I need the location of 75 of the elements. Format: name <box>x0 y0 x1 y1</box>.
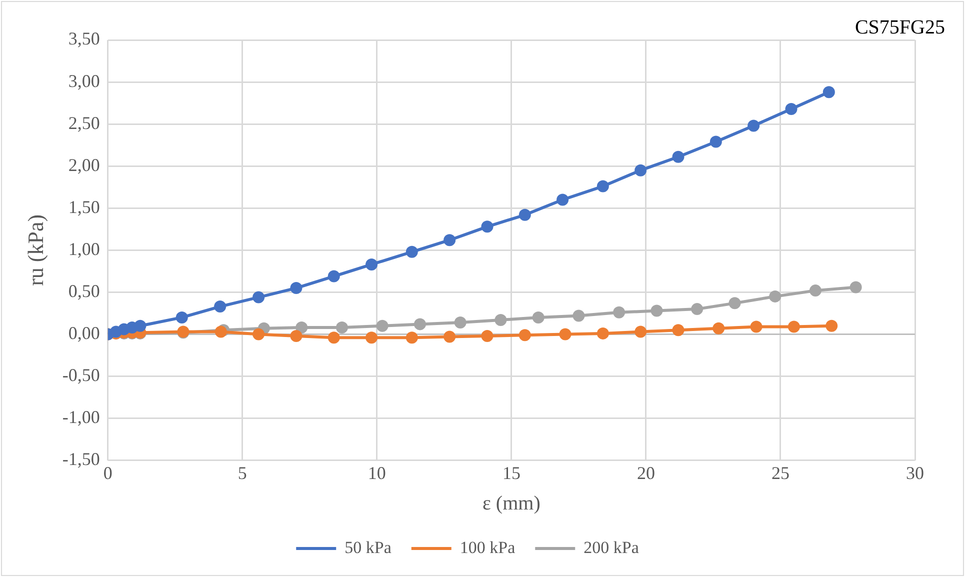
point <box>650 304 663 317</box>
point <box>785 102 798 115</box>
point <box>444 234 456 246</box>
point <box>328 332 340 344</box>
point <box>850 281 862 294</box>
point <box>328 270 340 282</box>
point <box>556 194 569 206</box>
point <box>406 246 418 258</box>
x-tick-label: 20 <box>636 462 655 483</box>
point <box>728 297 741 310</box>
legend-label: 100 kPa <box>460 538 516 557</box>
chart-title: CS75FG25 <box>854 16 945 38</box>
y-tick-label: 1,00 <box>68 238 100 259</box>
y-tick-label: 2,50 <box>68 112 100 133</box>
y-tick-label: 0,00 <box>68 323 100 344</box>
point <box>769 290 782 302</box>
point <box>809 284 822 297</box>
point <box>414 318 426 330</box>
x-tick-label: 15 <box>502 462 520 483</box>
point <box>252 291 265 304</box>
point <box>712 322 725 334</box>
point <box>494 314 507 326</box>
point <box>596 327 609 340</box>
point <box>559 328 572 340</box>
point <box>376 320 388 332</box>
point <box>822 86 835 98</box>
point <box>518 329 531 342</box>
point <box>596 180 609 192</box>
point <box>214 326 227 338</box>
point <box>788 320 800 333</box>
legend-label: 50 kPa <box>344 538 392 557</box>
point <box>691 303 704 316</box>
y-tick-label: 1,50 <box>68 196 100 217</box>
y-tick-label: -1,00 <box>62 407 100 428</box>
point <box>750 320 762 333</box>
point <box>176 311 188 324</box>
x-tick-label: 5 <box>238 462 247 483</box>
point <box>572 310 585 322</box>
point <box>336 322 348 334</box>
x-tick-label: 30 <box>906 462 924 483</box>
x-tick-label: 25 <box>771 462 790 483</box>
y-tick-label: 3,50 <box>68 28 100 49</box>
point <box>252 328 265 340</box>
point <box>406 332 418 344</box>
point <box>214 300 226 313</box>
point <box>454 316 466 329</box>
y-tick-label: 2,00 <box>68 154 100 175</box>
y-tick-label: 3,00 <box>68 70 100 91</box>
y-axis-title: ru (kPa) <box>22 214 48 286</box>
point <box>532 311 544 324</box>
x-tick-label: 10 <box>368 462 386 483</box>
point <box>366 332 378 344</box>
point <box>366 258 378 270</box>
point <box>634 326 647 338</box>
point <box>444 330 456 343</box>
point <box>634 164 647 176</box>
legend-label: 200 kPa <box>584 538 640 557</box>
point <box>481 330 494 342</box>
point <box>134 320 146 332</box>
point <box>481 220 494 233</box>
y-tick-label: -0,50 <box>62 365 100 386</box>
point <box>518 208 531 221</box>
point <box>290 282 302 294</box>
y-tick-label: -1,50 <box>62 449 100 470</box>
point <box>672 324 684 336</box>
x-axis-title: ε (mm) <box>482 492 540 514</box>
point <box>613 306 626 318</box>
y-tick-label: 0,50 <box>68 280 100 301</box>
x-tick-label: 0 <box>103 462 112 483</box>
point <box>748 120 760 132</box>
point <box>672 150 684 163</box>
point <box>826 320 838 332</box>
point <box>290 330 302 342</box>
point <box>710 136 722 148</box>
point <box>296 322 308 334</box>
